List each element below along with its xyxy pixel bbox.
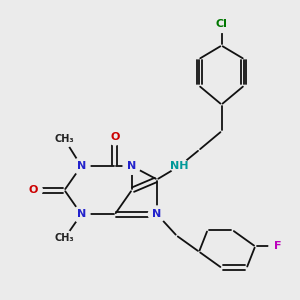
Circle shape [123,158,140,174]
Text: O: O [29,185,38,195]
Text: O: O [110,132,120,142]
Circle shape [148,206,166,223]
Text: N: N [77,209,86,219]
Circle shape [269,238,286,255]
Circle shape [171,158,188,174]
Circle shape [73,206,90,223]
Circle shape [213,16,230,32]
Text: CH₃: CH₃ [55,233,74,243]
Text: CH₃: CH₃ [55,134,74,144]
Circle shape [56,131,73,148]
Text: N: N [127,161,136,171]
Circle shape [56,230,73,247]
Text: N: N [77,161,86,171]
Circle shape [73,158,90,174]
Text: F: F [274,242,281,251]
Circle shape [25,182,42,198]
Text: Cl: Cl [216,19,227,29]
Text: NH: NH [170,161,189,171]
Text: N: N [152,209,162,219]
Circle shape [106,128,124,145]
